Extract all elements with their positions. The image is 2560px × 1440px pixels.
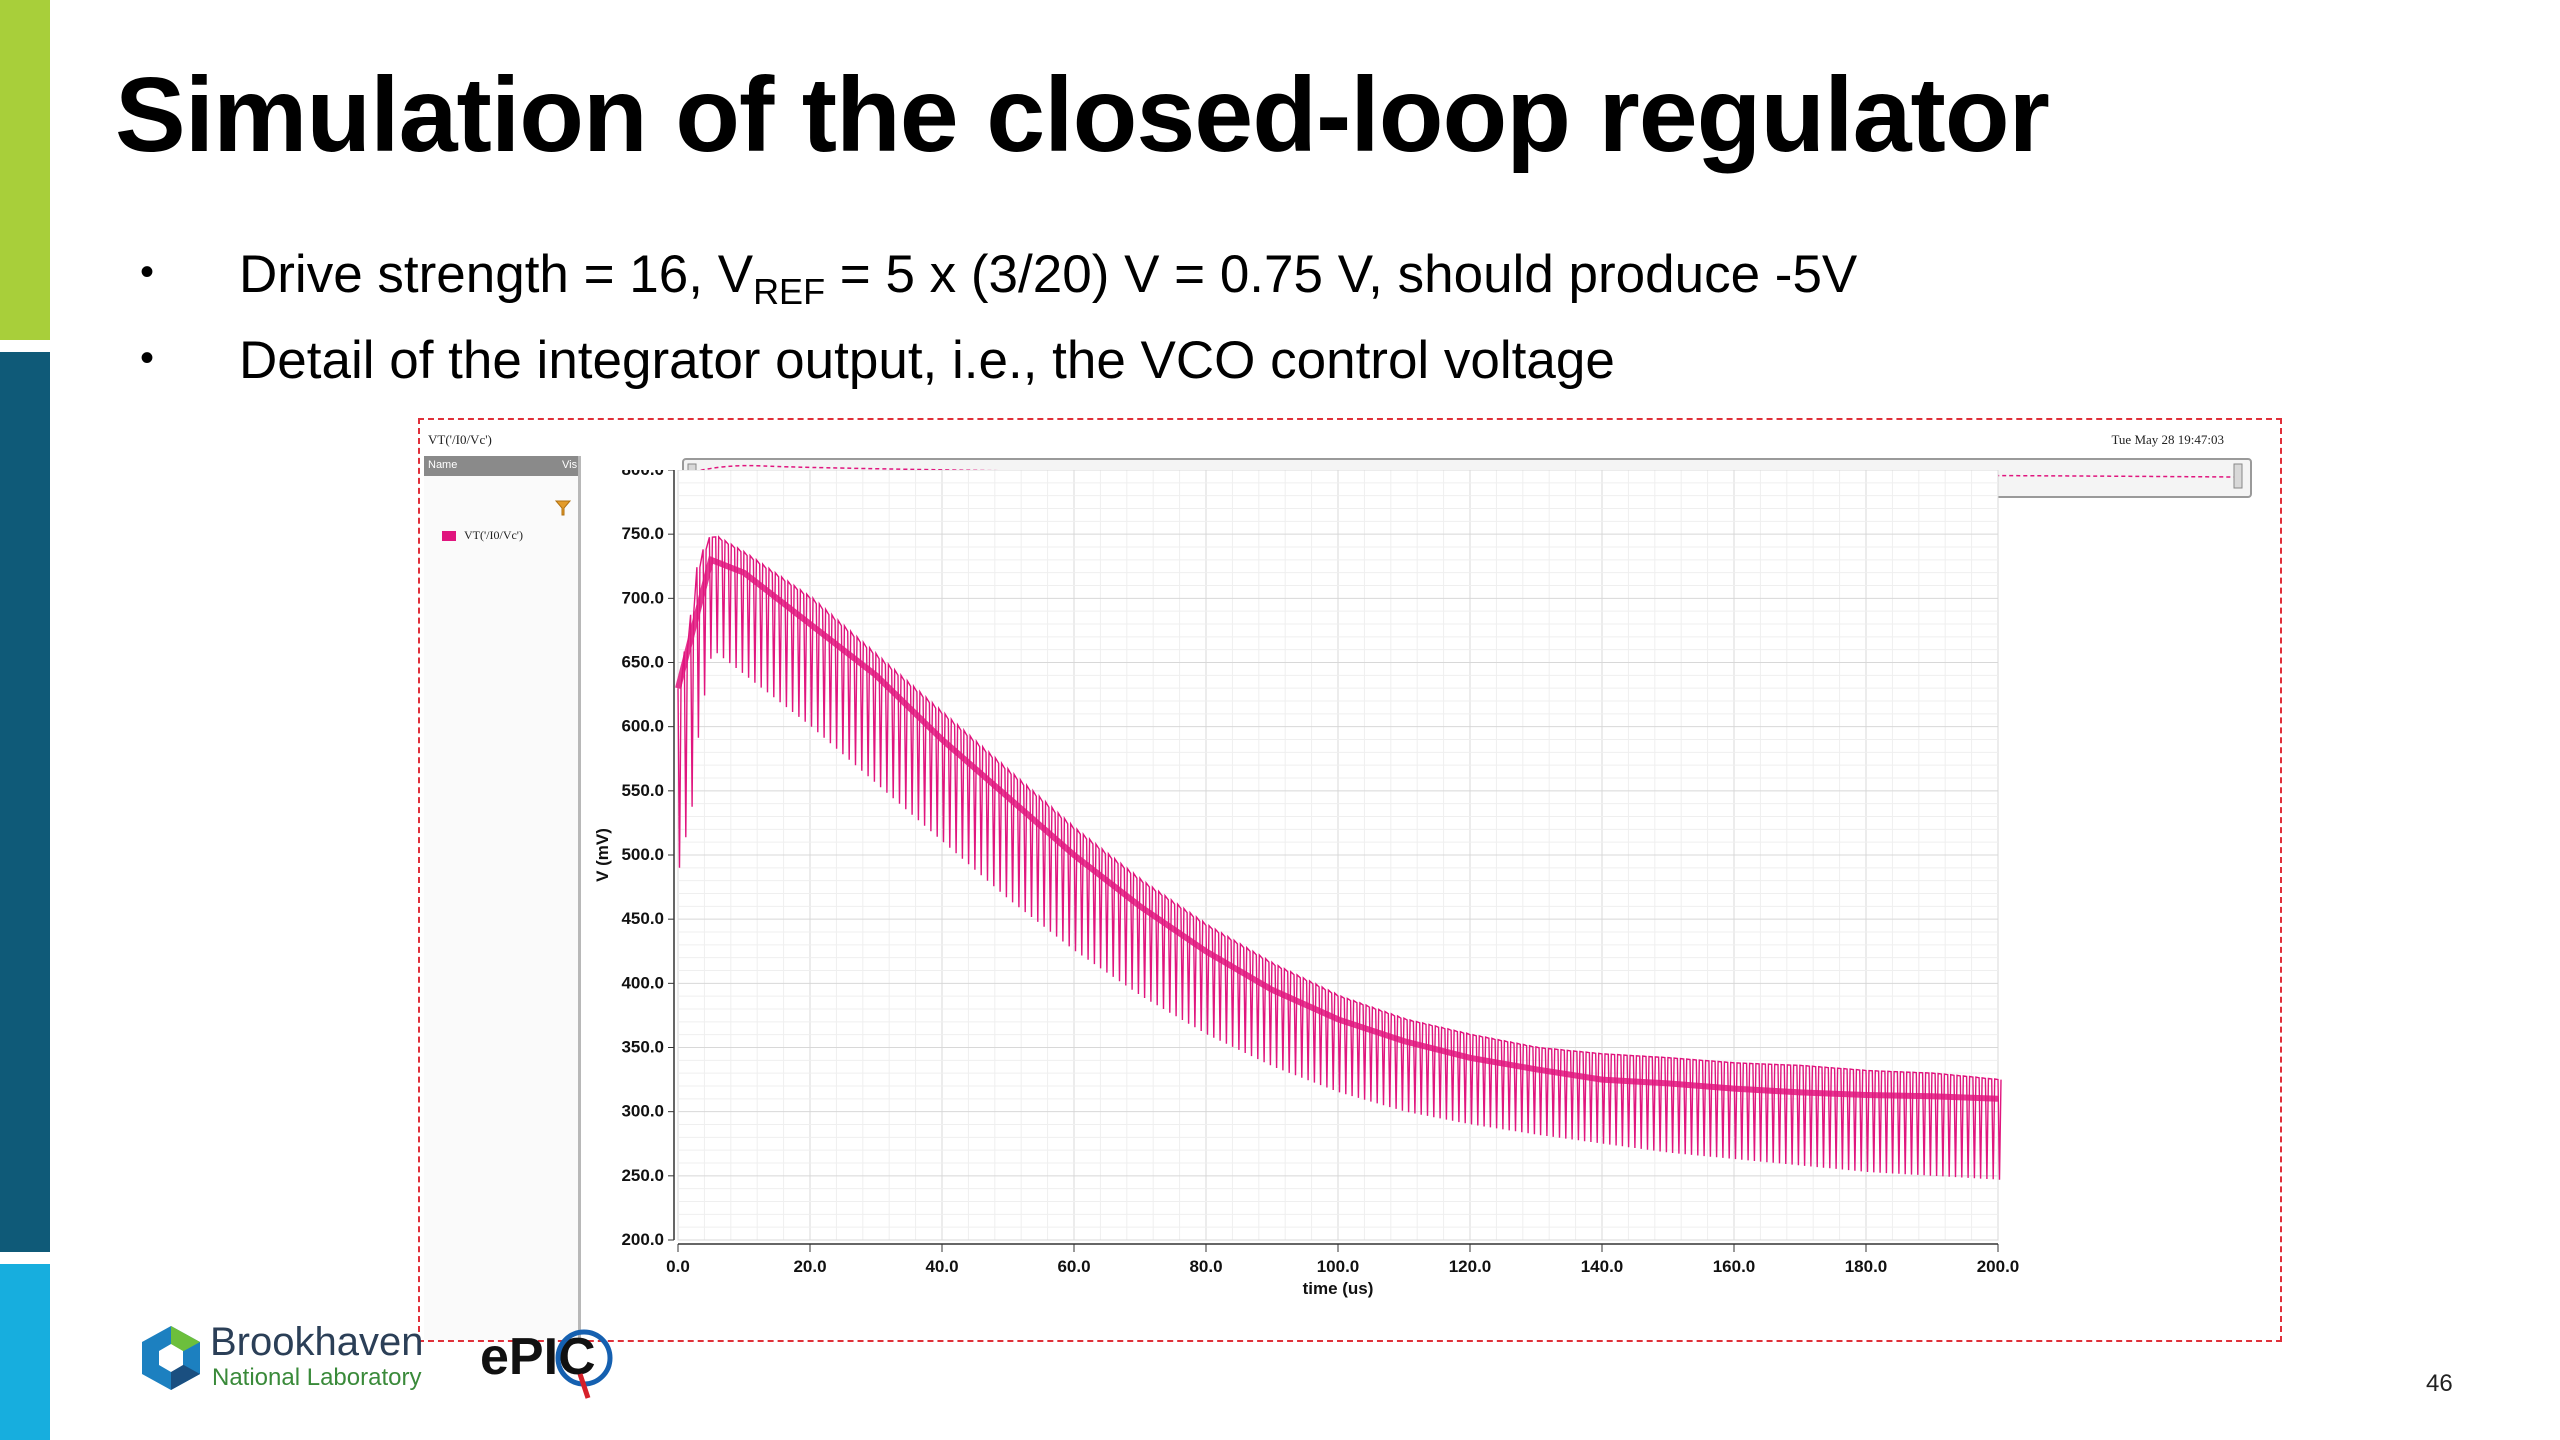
y-tick-label: 700.0 xyxy=(621,588,664,607)
waveform-mid-band xyxy=(675,555,1999,1102)
brookhaven-wordmark: Brookhaven xyxy=(210,1320,424,1364)
epic-logo: ePIC xyxy=(480,1328,613,1399)
y-tick-label: 400.0 xyxy=(621,973,664,992)
vis-column-header[interactable]: Vis xyxy=(562,459,578,471)
y-tick-label: 550.0 xyxy=(621,781,664,800)
x-axis-label: time (us) xyxy=(1303,1279,1374,1298)
x-tick-label: 180.0 xyxy=(1845,1257,1888,1276)
epic-logo-text: ePIC xyxy=(480,1328,596,1386)
bullet-dot: • xyxy=(140,336,155,380)
slide-title: Simulation of the closed-loop regulator xyxy=(115,56,2050,174)
signal-column-header: Name Vis xyxy=(424,456,578,476)
y-tick-label: 350.0 xyxy=(621,1038,664,1057)
x-tick-label: 40.0 xyxy=(925,1257,958,1276)
bullet-dot: • xyxy=(140,250,155,294)
y-tick-label: 500.0 xyxy=(621,845,664,864)
y-tick-label: 300.0 xyxy=(621,1102,664,1121)
brookhaven-hexagon-logo xyxy=(142,1326,200,1390)
y-tick-label: 650.0 xyxy=(621,653,664,672)
x-tick-label: 120.0 xyxy=(1449,1257,1492,1276)
sidebar-bar-green xyxy=(0,0,50,340)
x-tick-label: 140.0 xyxy=(1581,1257,1624,1276)
y-axis-label: V (mV) xyxy=(593,828,612,882)
bullet-text: Detail of the integrator output, i.e., t… xyxy=(239,331,1615,390)
sidebar-bar-navy xyxy=(0,352,50,1252)
x-tick-label: 100.0 xyxy=(1317,1257,1360,1276)
waveform-screenshot: VT('/I0/Vc') Tue May 28 19:47:03 Name Vi… xyxy=(418,418,2282,1342)
waveform-trace xyxy=(677,535,2002,1180)
viewer-timestamp: Tue May 28 19:47:03 xyxy=(2111,432,2224,447)
y-tick-label: 450.0 xyxy=(621,909,664,928)
signal-browser-panel: Name Vis VT('/I0/Vc') xyxy=(424,456,581,1340)
signal-legend-item[interactable]: VT('/I0/Vc') xyxy=(442,528,523,543)
brookhaven-subtitle: National Laboratory xyxy=(212,1364,422,1391)
signal-name: VT('/I0/Vc') xyxy=(464,528,523,542)
x-tick-label: 200.0 xyxy=(1977,1257,2020,1276)
x-tick-label: 60.0 xyxy=(1057,1257,1090,1276)
x-tick-label: 160.0 xyxy=(1713,1257,1756,1276)
y-tick-label: 250.0 xyxy=(621,1166,664,1185)
x-tick-label: 20.0 xyxy=(793,1257,826,1276)
viewer-window-title: VT('/I0/Vc') xyxy=(428,432,492,447)
y-tick-label: 750.0 xyxy=(621,524,664,543)
bullet-text: Drive strength = 16, VREF = 5 x (3/20) V… xyxy=(239,245,1858,312)
y-tick-label: 800.0 xyxy=(621,470,664,479)
waveform-chart: 800.0 750.0 700.0 650.0 600.0 550.0 500.0 450.0… xyxy=(593,470,2020,1298)
x-tick-label: 0.0 xyxy=(666,1257,690,1276)
sidebar-bar-cyan xyxy=(0,1264,50,1440)
filter-icon[interactable] xyxy=(554,498,572,518)
y-tick-label: 200.0 xyxy=(621,1230,664,1249)
page-number: 46 xyxy=(2426,1370,2453,1397)
x-tick-label: 80.0 xyxy=(1189,1257,1222,1276)
signal-color-swatch xyxy=(442,531,456,542)
y-tick-label: 600.0 xyxy=(621,717,664,736)
overview-right-handle[interactable] xyxy=(2233,463,2243,489)
name-column-header[interactable]: Name xyxy=(428,459,458,471)
